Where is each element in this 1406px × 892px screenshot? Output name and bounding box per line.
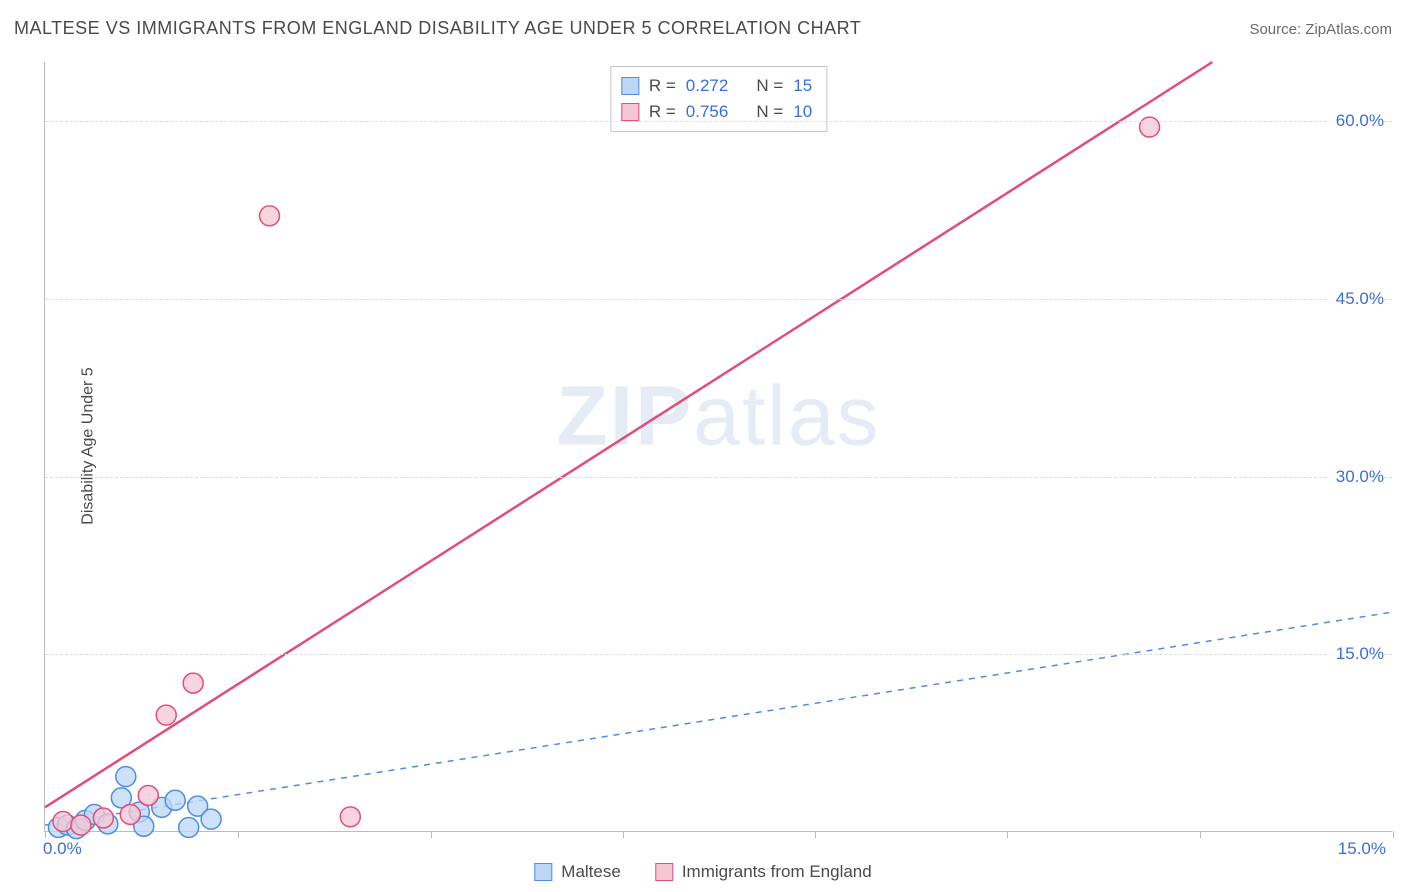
data-point [156, 705, 176, 725]
stat-r-label: R = [649, 73, 676, 99]
legend-label: Immigrants from England [682, 862, 872, 882]
stats-row-maltese: R = 0.272 N = 15 [621, 73, 812, 99]
chart-svg [45, 62, 1392, 831]
x-tick [431, 831, 432, 838]
data-point [340, 807, 360, 827]
x-tick [1200, 831, 1201, 838]
legend-label: Maltese [561, 862, 621, 882]
data-point [183, 673, 203, 693]
legend-swatch-england [655, 863, 673, 881]
data-point [165, 790, 185, 810]
data-point [138, 786, 158, 806]
stat-n-value: 15 [793, 73, 812, 99]
legend-item-england: Immigrants from England [655, 862, 872, 882]
legend-swatch-maltese [621, 77, 639, 95]
gridline [45, 654, 1392, 655]
gridline [45, 477, 1392, 478]
data-point [1140, 117, 1160, 137]
legend-item-maltese: Maltese [534, 862, 621, 882]
legend-swatch-maltese [534, 863, 552, 881]
data-point [120, 804, 140, 824]
data-point [53, 812, 73, 832]
x-tick [238, 831, 239, 838]
x-origin-label: 0.0% [43, 839, 82, 859]
stat-r-value: 0.272 [686, 73, 729, 99]
x-tick [1007, 831, 1008, 838]
gridline [45, 121, 1392, 122]
data-point [179, 817, 199, 837]
y-tick-label: 30.0% [1330, 467, 1384, 487]
data-point [71, 815, 91, 835]
trend-line [45, 62, 1212, 807]
data-point [260, 206, 280, 226]
y-tick-label: 45.0% [1330, 289, 1384, 309]
y-tick-label: 60.0% [1330, 111, 1384, 131]
y-tick-label: 15.0% [1330, 644, 1384, 664]
data-point [93, 808, 113, 828]
stat-n-label: N = [756, 73, 783, 99]
x-tick [815, 831, 816, 838]
x-tick [45, 831, 46, 838]
source-label: Source: ZipAtlas.com [1249, 21, 1392, 38]
gridline [45, 299, 1392, 300]
legend-swatch-england [621, 103, 639, 121]
x-max-label: 15.0% [1338, 839, 1386, 859]
bottom-legend: Maltese Immigrants from England [534, 862, 871, 882]
header: MALTESE VS IMMIGRANTS FROM ENGLAND DISAB… [14, 18, 1392, 39]
chart-title: MALTESE VS IMMIGRANTS FROM ENGLAND DISAB… [14, 18, 861, 39]
data-point [116, 767, 136, 787]
x-tick [623, 831, 624, 838]
plot-area: ZIPatlas R = 0.272 N = 15 R = 0.756 N = … [44, 62, 1392, 832]
x-tick [1393, 831, 1394, 838]
data-point [201, 809, 221, 829]
trend-line [45, 612, 1392, 825]
